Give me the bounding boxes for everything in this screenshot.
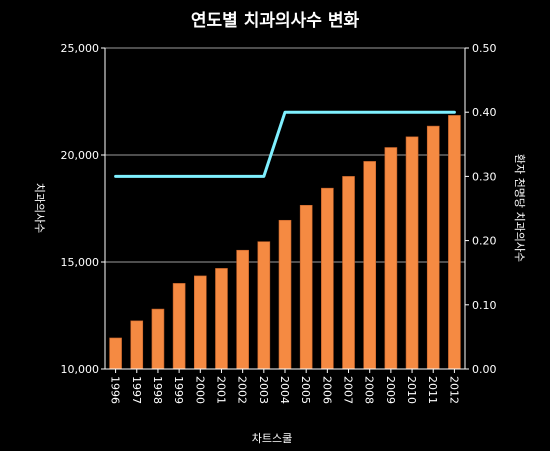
left-tick-label: 20,000 — [61, 149, 100, 162]
line-series — [114, 110, 456, 178]
left-tick-label: 25,000 — [61, 42, 100, 55]
bar — [342, 176, 355, 370]
bar — [321, 187, 334, 370]
x-tick-label: 2005 — [299, 376, 312, 404]
left-tick-label: 15,000 — [61, 256, 100, 269]
chart-title: 연도별 치과의사수 변화 — [191, 11, 360, 31]
x-tick-label: 2011 — [426, 376, 439, 404]
x-tick-label: 2002 — [236, 376, 249, 404]
x-tick-label: 2012 — [447, 376, 460, 404]
x-tick-label: 1996 — [109, 376, 122, 404]
right-tick-label: 0.00 — [472, 363, 497, 376]
x-tick-label: 2001 — [214, 376, 227, 404]
bar — [299, 204, 313, 370]
bar — [448, 115, 461, 370]
x-tick-label: 2006 — [320, 376, 333, 404]
left-tick-label: 10,000 — [61, 363, 100, 376]
bar — [278, 219, 292, 370]
bar — [130, 320, 144, 370]
left-axis-ticks: 10,000 15,000 20,000 25,000 — [61, 42, 105, 376]
x-tick-label: 2004 — [278, 376, 291, 404]
bar — [172, 283, 186, 370]
x-tick-label: 2000 — [193, 376, 206, 404]
x-axis-ticks: 1996 1997 1998 1999 2000 2001 2002 2003 2004 2005… — [109, 369, 460, 404]
right-tick-label: 0.20 — [472, 235, 497, 248]
x-tick-label: 2008 — [363, 376, 376, 404]
x-tick-label: 1998 — [151, 376, 164, 404]
bar — [151, 308, 165, 370]
x-tick-label: 2010 — [405, 376, 418, 404]
bar — [384, 147, 398, 370]
x-tick-label: 2007 — [342, 376, 355, 404]
x-tick-label: 2009 — [384, 376, 397, 404]
bar — [236, 249, 249, 370]
bar — [215, 268, 228, 370]
bar — [363, 161, 377, 370]
right-axis-ticks: 0.00 0.10 0.20 0.30 0.40 0.50 — [465, 42, 497, 376]
bar — [426, 125, 440, 370]
right-axis-label: 환자 천명당 치과의사수 — [513, 154, 527, 262]
x-tick-label: 1999 — [172, 376, 185, 404]
bar — [257, 241, 271, 370]
footer-credit: 차트스쿨 — [252, 432, 292, 445]
bar — [193, 275, 207, 370]
right-tick-label: 0.10 — [472, 299, 497, 312]
bar — [405, 136, 419, 370]
right-tick-label: 0.40 — [472, 106, 497, 119]
bar — [109, 337, 122, 370]
right-tick-label: 0.50 — [472, 42, 497, 55]
x-tick-label: 2003 — [257, 376, 270, 404]
right-tick-label: 0.30 — [472, 170, 497, 183]
bar-series — [109, 115, 461, 370]
left-axis-label: 치과의사수 — [33, 183, 46, 234]
line-path — [114, 110, 456, 178]
x-tick-label: 1997 — [130, 376, 143, 404]
